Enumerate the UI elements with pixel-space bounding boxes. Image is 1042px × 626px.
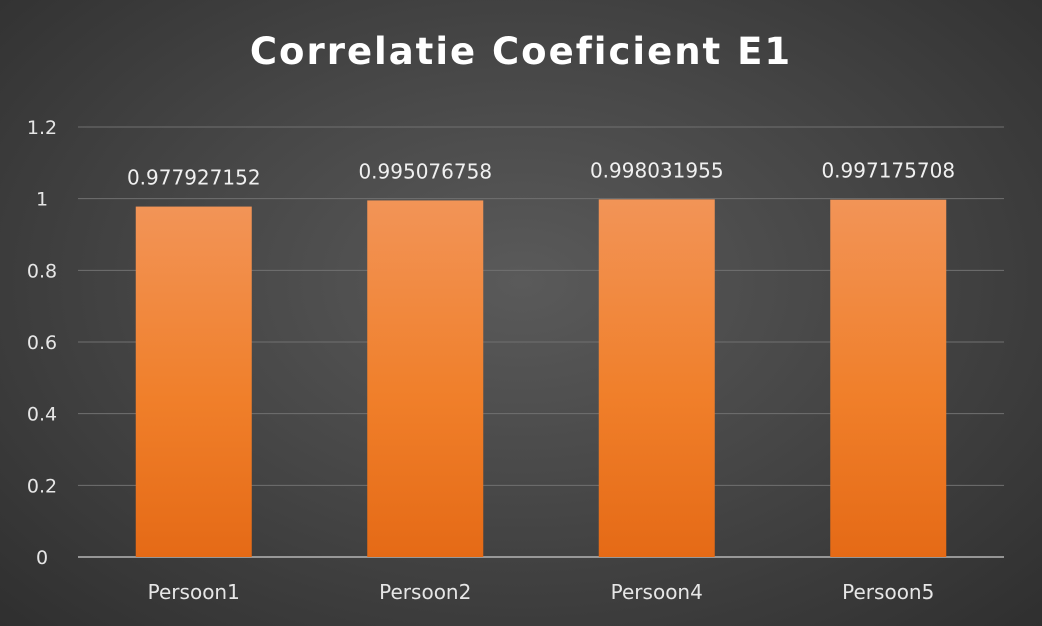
y-tick-label: 0.2 — [27, 475, 57, 497]
y-tick-label: 1.2 — [27, 117, 57, 139]
data-label: 0.998031955 — [590, 158, 724, 182]
data-label: 0.995076758 — [358, 159, 492, 183]
bars — [135, 199, 947, 557]
y-tick-label: 0.6 — [27, 332, 57, 354]
y-tick-label: 1 — [36, 189, 48, 211]
data-label: 0.977927152 — [127, 166, 261, 190]
bar — [135, 206, 252, 557]
bar — [598, 199, 715, 557]
labels: 0 0.2 0.4 0.6 0.8 1 1.2 0.977927152 Persoon1 0.99… — [27, 117, 955, 604]
bar — [367, 200, 484, 557]
x-tick-label: Persoon2 — [379, 580, 471, 604]
x-tick-label: Persoon5 — [842, 580, 934, 604]
x-tick-label: Persoon4 — [611, 580, 703, 604]
y-tick-label: 0.8 — [27, 260, 57, 282]
x-tick-label: Persoon1 — [148, 580, 240, 604]
bar — [830, 199, 947, 557]
y-tick-label: 0.4 — [27, 404, 57, 426]
chart-title: Correlatie Coeficient E1 — [249, 30, 793, 73]
y-tick-label: 0 — [36, 547, 48, 569]
data-label: 0.997175708 — [821, 159, 955, 183]
